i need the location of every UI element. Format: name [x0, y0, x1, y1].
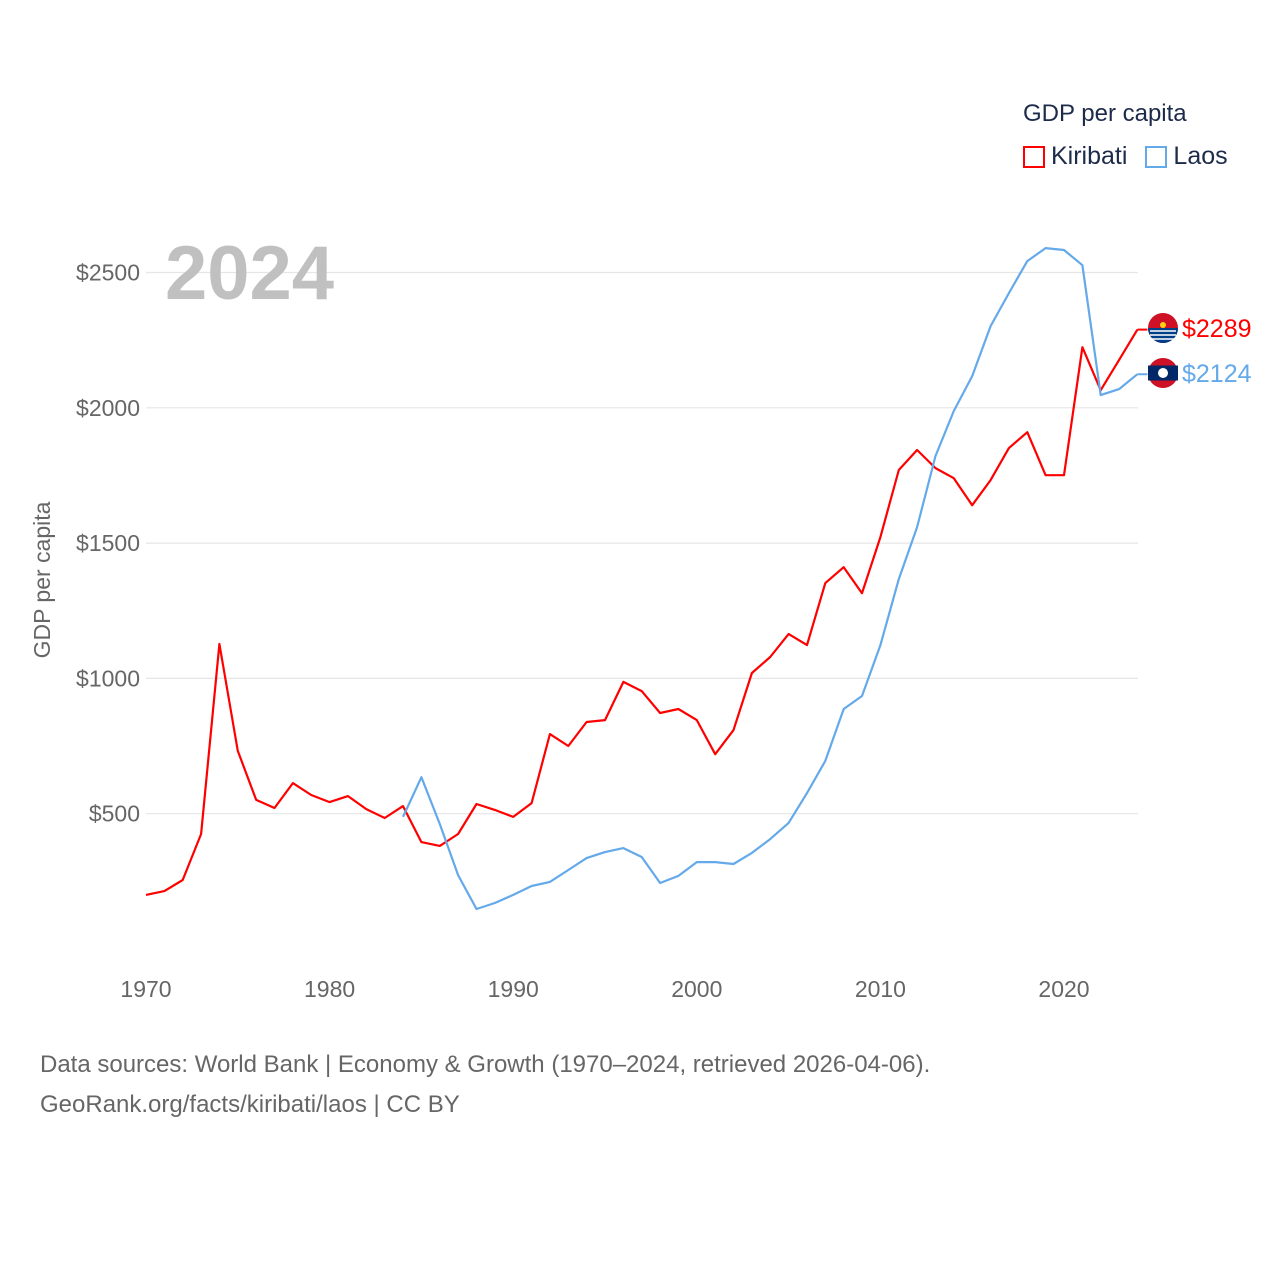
legend-item-laos[interactable]: Laos [1145, 142, 1228, 171]
legend-title: GDP per capita [1023, 100, 1187, 127]
legend-label-laos: Laos [1173, 142, 1228, 170]
y-tick-label: $1000 [76, 665, 140, 691]
x-tick-label: 2020 [1038, 976, 1089, 1002]
x-tick-label: 1980 [304, 976, 355, 1002]
data-source-text: Data sources: World Bank | Economy & Gro… [40, 1051, 931, 1078]
legend-swatch-kiribati [1023, 145, 1045, 168]
x-tick-label: 1990 [488, 976, 539, 1002]
legend-swatch-laos [1145, 145, 1168, 168]
legend-item-kiribati[interactable]: Kiribati [1023, 142, 1127, 171]
attribution-link[interactable]: GeoRank.org/facts/kiribati/laos | CC BY [40, 1091, 460, 1118]
kiribati-flag-sun [1160, 322, 1166, 328]
year-label: 2024 [165, 231, 335, 316]
y-tick-label: $500 [89, 801, 140, 827]
x-tick-label: 1970 [120, 976, 171, 1002]
y-tick-label: $2500 [76, 260, 140, 286]
laos-flag-disc [1158, 368, 1168, 378]
y-tick-label: $1500 [76, 530, 140, 556]
x-tick-label: 2000 [671, 976, 722, 1002]
y-tick-label: $2000 [76, 395, 140, 421]
end-value-label-laos: $2124 [1182, 360, 1252, 388]
y-axis-label: GDP per capita [29, 501, 55, 658]
end-value-label-kiribati: $2289 [1182, 315, 1252, 343]
series-line-laos [402, 247, 1139, 911]
legend-label-kiribati: Kiribati [1051, 142, 1128, 170]
footer: Data sources: World Bank | Economy & Gro… [40, 1045, 930, 1125]
series-line-kiribati [145, 329, 1139, 896]
x-tick-label: 2010 [855, 976, 906, 1002]
legend: Kiribati Laos [1023, 142, 1228, 171]
